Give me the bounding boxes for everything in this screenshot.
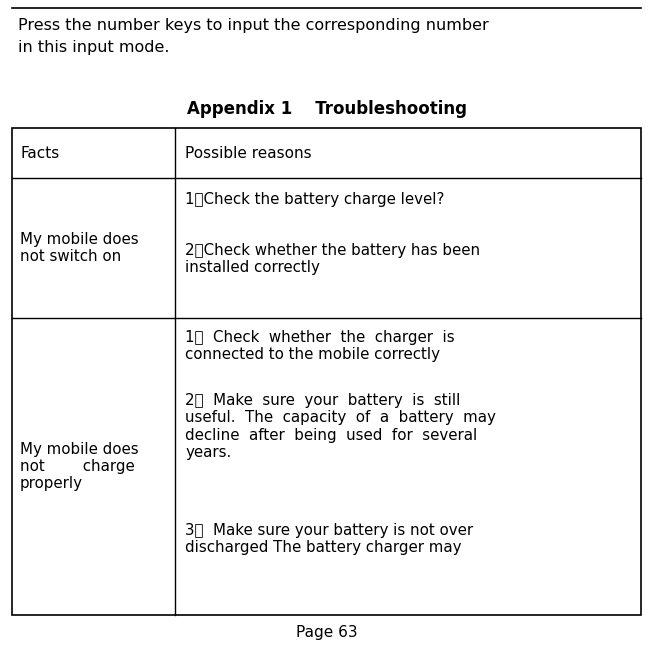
Text: Facts: Facts — [20, 145, 59, 160]
Bar — [12, 128, 641, 615]
Text: My mobile does
not switch on: My mobile does not switch on — [20, 232, 139, 264]
Text: My mobile does
not        charge
properly: My mobile does not charge properly — [20, 441, 139, 491]
Text: in this input mode.: in this input mode. — [18, 40, 170, 55]
Text: Possible reasons: Possible reasons — [185, 145, 312, 160]
Text: 3、  Make sure your battery is not over
discharged The battery charger may: 3、 Make sure your battery is not over di… — [185, 523, 473, 556]
Text: 2、  Make  sure  your  battery  is  still
useful.  The  capacity  of  a  battery : 2、 Make sure your battery is still usefu… — [185, 393, 496, 460]
Text: 1、Check the battery charge level?: 1、Check the battery charge level? — [185, 192, 444, 207]
Text: 1、  Check  whether  the  charger  is
connected to the mobile correctly: 1、 Check whether the charger is connecte… — [185, 330, 455, 362]
Text: 2、Check whether the battery has been
installed correctly: 2、Check whether the battery has been ins… — [185, 243, 480, 275]
Text: Appendix 1    Troubleshooting: Appendix 1 Troubleshooting — [187, 100, 467, 118]
Text: Press the number keys to input the corresponding number: Press the number keys to input the corre… — [18, 18, 489, 33]
Text: Page 63: Page 63 — [296, 625, 358, 640]
